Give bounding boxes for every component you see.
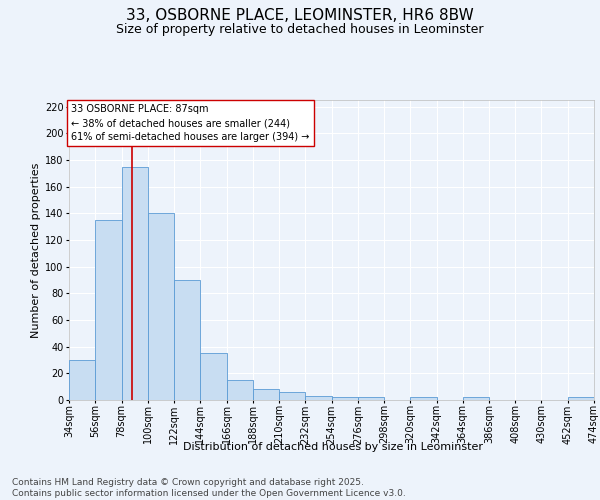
Text: Size of property relative to detached houses in Leominster: Size of property relative to detached ho… [116, 22, 484, 36]
Bar [148, 214, 174, 400]
Bar [253, 390, 279, 400]
Bar [174, 280, 200, 400]
Bar [568, 398, 594, 400]
Bar [121, 166, 148, 400]
Bar [410, 398, 437, 400]
Y-axis label: Number of detached properties: Number of detached properties [31, 162, 41, 338]
Text: 33 OSBORNE PLACE: 87sqm
← 38% of detached houses are smaller (244)
61% of semi-d: 33 OSBORNE PLACE: 87sqm ← 38% of detache… [71, 104, 310, 142]
Bar [305, 396, 331, 400]
Bar [227, 380, 253, 400]
Bar [95, 220, 121, 400]
Bar [463, 398, 489, 400]
Bar [69, 360, 95, 400]
Bar [200, 354, 227, 400]
Bar [279, 392, 305, 400]
Text: Distribution of detached houses by size in Leominster: Distribution of detached houses by size … [183, 442, 483, 452]
Bar [331, 398, 358, 400]
Text: 33, OSBORNE PLACE, LEOMINSTER, HR6 8BW: 33, OSBORNE PLACE, LEOMINSTER, HR6 8BW [126, 8, 474, 22]
Bar [358, 398, 384, 400]
Text: Contains HM Land Registry data © Crown copyright and database right 2025.
Contai: Contains HM Land Registry data © Crown c… [12, 478, 406, 498]
